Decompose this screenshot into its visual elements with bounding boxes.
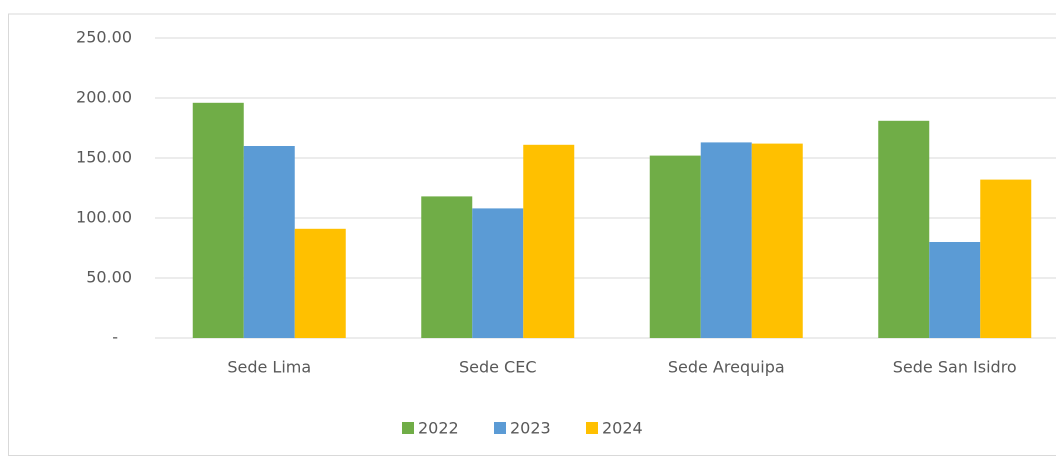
y-tick-label: 250.00 [76,28,132,47]
bar [243,146,295,338]
bar [878,120,930,338]
bar [980,179,1032,338]
bar [751,143,803,338]
y-tick-label: 50.00 [86,268,132,287]
legend-label: 2024 [602,419,643,438]
bar [421,196,473,338]
y-tick-label: 150.00 [76,148,132,167]
chart-border [8,13,1056,456]
y-tick-label: - [112,328,118,347]
bar [649,155,701,338]
bar [929,242,981,338]
x-tick-label: Sede San Isidro [893,358,1017,377]
x-tick-label: Sede CEC [459,358,537,377]
bar [472,208,524,338]
bar [700,142,752,338]
x-tick-label: Sede Arequipa [668,358,785,377]
legend-swatch [402,422,414,434]
legend-label: 2022 [418,419,459,438]
bar [294,228,346,338]
legend-label: 2023 [510,419,551,438]
y-tick-label: 200.00 [76,88,132,107]
bar [192,102,244,338]
legend-swatch [494,422,506,434]
y-tick-label: 100.00 [76,208,132,227]
legend-swatch [586,422,598,434]
x-tick-label: Sede Lima [227,358,311,377]
bar [523,144,575,338]
